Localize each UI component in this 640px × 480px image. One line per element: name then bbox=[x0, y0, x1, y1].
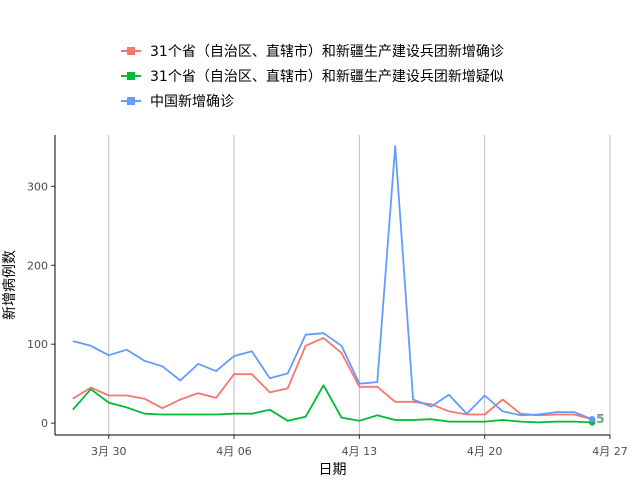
x-tick-label-3: 4月 20 bbox=[467, 445, 503, 458]
y-axis-title: 新增病例数 bbox=[2, 250, 18, 320]
legend-label-confirmed-china: 中国新增确诊 bbox=[150, 93, 234, 110]
legend: 31个省（自治区、直辖市）和新疆生产建设兵团新增确诊 31个省（自治区、直辖市）… bbox=[120, 38, 504, 113]
legend-key-confirmed-china bbox=[120, 94, 142, 108]
legend-label-suspected-31: 31个省（自治区、直辖市）和新疆生产建设兵团新增疑似 bbox=[150, 68, 504, 85]
series-line-2 bbox=[72, 145, 593, 421]
y-tick-label-2: 200 bbox=[27, 259, 48, 272]
axes bbox=[51, 135, 611, 439]
legend-item-confirmed-31[interactable]: 31个省（自治区、直辖市）和新疆生产建设兵团新增确诊 bbox=[120, 38, 504, 63]
legend-item-suspected-31[interactable]: 31个省（自治区、直辖市）和新疆生产建设兵团新增疑似 bbox=[120, 63, 504, 88]
legend-item-confirmed-china[interactable]: 中国新增确诊 bbox=[120, 88, 504, 113]
x-axis-title: 日期 bbox=[319, 462, 347, 478]
x-tick-label-0: 3月 30 bbox=[91, 445, 127, 458]
x-tick-label-2: 4月 13 bbox=[342, 445, 378, 458]
series-line-1 bbox=[72, 384, 593, 424]
x-tick-label-4: 4月 27 bbox=[592, 445, 628, 458]
legend-key-confirmed-31 bbox=[120, 44, 142, 58]
x-tick-label-1: 4月 06 bbox=[216, 445, 252, 458]
series-line-0 bbox=[72, 336, 593, 421]
end-value-label: 5 bbox=[596, 412, 604, 426]
legend-label-confirmed-31: 31个省（自治区、直辖市）和新疆生产建设兵团新增确诊 bbox=[150, 43, 504, 60]
y-tick-label-0: 0 bbox=[41, 417, 48, 430]
tick-labels: 3月 30 4月 06 4月 13 4月 20 4月 27 0 100 200 300 bbox=[27, 180, 628, 458]
series-lines bbox=[72, 145, 596, 426]
grid-lines bbox=[108, 135, 611, 435]
series-end-point-2 bbox=[588, 416, 596, 423]
y-tick-label-3: 300 bbox=[27, 180, 48, 193]
y-tick-label-1: 100 bbox=[27, 338, 48, 351]
legend-key-suspected-31 bbox=[120, 69, 142, 83]
